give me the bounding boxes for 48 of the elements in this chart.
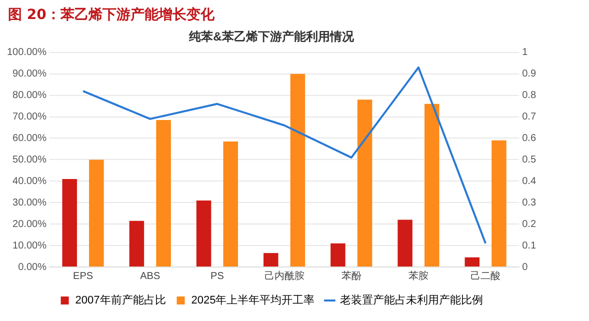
y2-tick-label: 0 bbox=[522, 262, 528, 273]
y-tick-label: 10.00% bbox=[12, 240, 47, 252]
x-tick-label: 己二酸 bbox=[470, 270, 501, 282]
y-tick-label: 0.00% bbox=[18, 262, 47, 273]
y2-tick-label: 0.8 bbox=[522, 90, 536, 102]
y-tick-label: 70.00% bbox=[12, 112, 47, 123]
y2-tick-label: 0.2 bbox=[522, 218, 536, 230]
bar bbox=[398, 220, 412, 266]
bar bbox=[290, 74, 306, 266]
x-tick-label: 苯酚 bbox=[341, 270, 362, 282]
bar bbox=[263, 253, 278, 266]
bar bbox=[330, 243, 346, 266]
x-tick-label: EPS bbox=[73, 270, 94, 282]
legend-label: 2007年前产能占比 bbox=[75, 294, 166, 307]
y-tick-label: 90.00% bbox=[12, 68, 47, 80]
chart-title: 图 20：苯乙烯下游产能增长变化 bbox=[7, 6, 216, 25]
x-tick-label: 苯胺 bbox=[408, 270, 428, 282]
x-tick-label: 己内酰胺 bbox=[264, 270, 304, 282]
y-tick-label: 20.00% bbox=[12, 218, 47, 230]
bar bbox=[424, 104, 440, 266]
y-tick-label: 40.00% bbox=[12, 176, 47, 187]
bar bbox=[129, 220, 144, 266]
bar bbox=[196, 200, 212, 266]
y2-tick-label: 1 bbox=[522, 47, 528, 58]
legend-label: 2025年上半年平均开工率 bbox=[191, 294, 315, 307]
y2-tick-label: 0.9 bbox=[522, 68, 536, 80]
x-tick-label: PS bbox=[210, 270, 224, 282]
y2-tick-label: 0.1 bbox=[522, 240, 536, 252]
bar bbox=[357, 100, 372, 266]
bar bbox=[89, 160, 104, 266]
legend-label: 老装置产能占未利用产能比例 bbox=[340, 294, 484, 307]
y-tick-label: 30.00% bbox=[12, 197, 47, 208]
y-tick-label: 60.00% bbox=[12, 132, 47, 144]
y2-tick-label: 0.3 bbox=[522, 197, 536, 208]
x-tick-label: ABS bbox=[140, 270, 160, 282]
y-tick-label: 80.00% bbox=[12, 90, 47, 102]
y2-tick-label: 0.4 bbox=[522, 176, 536, 187]
chart-subtitle: 纯苯&苯乙烯下游产能利用情况 bbox=[188, 30, 355, 44]
y2-tick-label: 0.7 bbox=[522, 112, 536, 123]
y-tick-label: 50.00% bbox=[12, 154, 47, 166]
y2-tick-label: 0.5 bbox=[522, 154, 536, 166]
bar bbox=[62, 179, 77, 266]
y-tick-label: 100.00% bbox=[6, 47, 47, 58]
bar bbox=[492, 140, 506, 266]
y2-tick-label: 0.6 bbox=[522, 132, 536, 144]
bar bbox=[223, 141, 238, 266]
bar bbox=[464, 257, 480, 266]
bar bbox=[156, 120, 171, 266]
